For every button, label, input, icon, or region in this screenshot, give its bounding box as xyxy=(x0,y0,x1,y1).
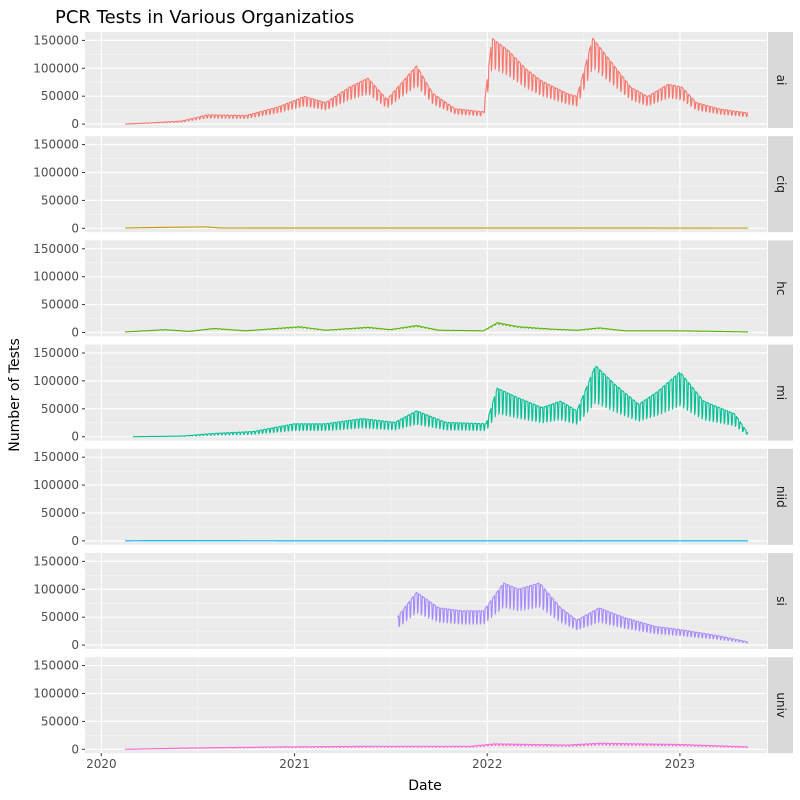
y-tick-label: 100000 xyxy=(33,61,79,75)
facet-strip-label: niid xyxy=(774,486,788,508)
facet-strip-label: si xyxy=(774,596,788,606)
facet-strip xyxy=(768,240,793,337)
x-tick-label: 2021 xyxy=(279,757,310,771)
y-tick-label: 50000 xyxy=(41,298,79,312)
y-tick-label: 100000 xyxy=(33,270,79,284)
y-tick-label: 0 xyxy=(71,117,79,131)
y-tick-label: 100000 xyxy=(33,686,79,700)
series-line-univ xyxy=(125,742,749,750)
x-axis: 2020 2021 2022 2023 xyxy=(86,753,695,771)
y-tick-label: 150000 xyxy=(33,138,79,152)
chart-title: PCR Tests in Various Organizatios xyxy=(55,7,354,28)
panel-ciq: 0 50000 100000 150000 ciq xyxy=(33,136,793,235)
facet-strip xyxy=(768,136,793,233)
panel-hc: 0 50000 100000 150000 hc xyxy=(33,240,793,339)
x-axis-title: Date xyxy=(408,778,441,794)
panel-background xyxy=(85,657,767,754)
facet-strip xyxy=(768,553,793,649)
facet-strip xyxy=(768,448,793,545)
series-line-mi xyxy=(133,365,749,438)
facet-strip-label: ciq xyxy=(774,175,788,193)
y-tick-label: 150000 xyxy=(33,554,79,568)
y-tick-label: 150000 xyxy=(33,659,79,673)
x-tick-label: 2022 xyxy=(472,757,503,771)
series-line-hc xyxy=(125,322,749,333)
panel-background xyxy=(85,344,767,441)
panel-mi: 0 50000 100000 150000 mi xyxy=(33,344,793,444)
x-tick-label: 2020 xyxy=(86,757,117,771)
facet-strip-label: hc xyxy=(774,281,788,295)
facet-strip-label: mi xyxy=(774,385,788,400)
y-tick-label: 150000 xyxy=(33,33,79,47)
y-tick-label: 0 xyxy=(71,742,79,756)
facet-panels: 0 50000 100000 150000 ai 0 50000 100000 150000 ci… xyxy=(33,32,793,756)
y-axis-title: Number of Tests xyxy=(7,338,23,452)
y-tick-label: 0 xyxy=(71,638,79,652)
y-tick-label: 50000 xyxy=(41,89,79,103)
facet-strip-label: univ xyxy=(774,692,788,718)
panel-background xyxy=(85,32,767,128)
series-line-ai xyxy=(125,37,749,125)
series-line-ciq xyxy=(125,226,749,229)
panel-ai: 0 50000 100000 150000 ai xyxy=(33,32,793,131)
panel-background xyxy=(85,240,767,337)
panel-background xyxy=(85,448,767,545)
y-tick-label: 50000 xyxy=(41,714,79,728)
panel-background xyxy=(85,136,767,233)
y-tick-label: 100000 xyxy=(33,478,79,492)
y-tick-label: 50000 xyxy=(41,402,79,416)
y-tick-label: 50000 xyxy=(41,506,79,520)
series-line-si xyxy=(397,582,749,644)
facet-strip-label: ai xyxy=(774,75,788,86)
panel-si: 0 50000 100000 150000 si xyxy=(33,553,793,652)
y-tick-label: 150000 xyxy=(33,242,79,256)
y-tick-label: 150000 xyxy=(33,450,79,464)
y-tick-label: 0 xyxy=(71,221,79,235)
panel-univ: 0 50000 100000 150000 univ xyxy=(33,657,793,756)
facet-strip xyxy=(768,32,793,128)
y-tick-label: 100000 xyxy=(33,165,79,179)
y-tick-label: 50000 xyxy=(41,610,79,624)
y-tick-label: 150000 xyxy=(33,346,79,360)
y-tick-label: 0 xyxy=(71,325,79,339)
y-tick-label: 0 xyxy=(71,534,79,548)
y-tick-label: 50000 xyxy=(41,193,79,207)
y-tick-label: 100000 xyxy=(33,374,79,388)
y-tick-label: 0 xyxy=(71,430,79,444)
y-tick-label: 100000 xyxy=(33,582,79,596)
x-tick-label: 2023 xyxy=(665,757,696,771)
panel-niid: 0 50000 100000 150000 niid xyxy=(33,448,793,548)
facet-strip xyxy=(768,344,793,441)
facet-strip xyxy=(768,657,793,754)
